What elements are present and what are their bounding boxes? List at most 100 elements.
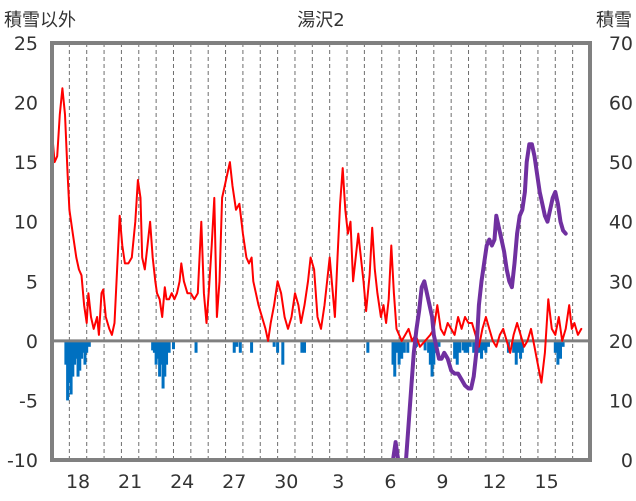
x-tick-label: 24 xyxy=(170,471,194,493)
precip-bar xyxy=(432,340,436,365)
precip-bar xyxy=(272,340,276,347)
precip-bar xyxy=(300,340,304,353)
right-tick-label: 50 xyxy=(609,152,633,174)
precip-bar xyxy=(466,340,470,353)
precip-bar xyxy=(458,340,462,353)
precip-bar xyxy=(402,340,406,353)
precip-bar xyxy=(486,340,490,347)
precip-bar xyxy=(437,340,441,347)
precip-bar xyxy=(81,340,85,353)
precip-bar xyxy=(151,340,155,351)
precip-bar xyxy=(453,340,457,359)
precip-bar xyxy=(238,340,242,353)
precip-series xyxy=(64,340,565,401)
precip-bar xyxy=(480,340,484,359)
left-tick-label: 0 xyxy=(26,331,38,353)
precip-bar xyxy=(74,340,78,359)
right-axis-ticks: 70 60 50 40 30 20 10 0 xyxy=(609,33,633,472)
temperature-line xyxy=(51,87,583,384)
precip-bar xyxy=(366,340,370,353)
precip-bar xyxy=(152,340,156,353)
x-tick-label: 15 xyxy=(535,471,559,493)
precip-bar xyxy=(171,340,175,350)
right-tick-label: 0 xyxy=(621,450,633,472)
precip-bar xyxy=(461,340,465,351)
precip-bar xyxy=(165,340,169,365)
precip-bar xyxy=(73,340,77,365)
precip-bar xyxy=(161,340,165,389)
precip-bar xyxy=(394,340,398,353)
right-axis-label: 積雪 xyxy=(596,10,632,31)
left-tick-label: 10 xyxy=(14,212,38,234)
precip-bar xyxy=(250,340,254,353)
precip-bar xyxy=(512,340,516,353)
right-tick-label: 40 xyxy=(609,212,633,234)
precip-bar xyxy=(556,340,560,365)
x-tick-label: 21 xyxy=(118,471,142,493)
right-tick-label: 20 xyxy=(609,331,633,353)
left-tick-label: 15 xyxy=(14,152,38,174)
precip-bar xyxy=(423,340,427,351)
precip-bar xyxy=(80,340,84,359)
x-tick-label: 6 xyxy=(384,471,396,493)
x-tick-label: 18 xyxy=(66,471,90,493)
line-series xyxy=(50,87,583,462)
precip-bar xyxy=(406,340,410,353)
precip-bar xyxy=(427,340,431,353)
precip-bar xyxy=(66,340,70,401)
precip-bar xyxy=(463,340,467,353)
precip-bar xyxy=(400,340,404,359)
precip-bar xyxy=(397,340,401,365)
precip-bar xyxy=(159,340,163,365)
chart-title: 湯沢2 xyxy=(297,10,344,31)
precip-bar xyxy=(482,340,486,351)
precip-bar xyxy=(85,340,89,353)
precip-bar xyxy=(303,340,307,353)
precip-bar xyxy=(517,340,521,353)
precip-bar xyxy=(561,340,565,347)
precip-bar xyxy=(553,340,557,353)
precip-bar xyxy=(163,340,167,377)
snow_depth-line xyxy=(50,142,568,462)
precip-bar xyxy=(519,340,523,359)
precip-bar xyxy=(281,340,285,365)
left-tick-label: 5 xyxy=(26,271,38,293)
right-tick-label: 60 xyxy=(609,93,633,115)
precip-bar xyxy=(514,340,518,365)
x-tick-label: 12 xyxy=(482,471,506,493)
left-axis-ticks: 25 20 15 10 5 0 -5 -10 xyxy=(7,33,38,472)
left-tick-label: 20 xyxy=(14,93,38,115)
precip-bar xyxy=(156,340,160,359)
precip-bar xyxy=(558,340,562,359)
right-tick-label: 70 xyxy=(609,33,633,55)
x-axis-ticks: 18 21 24 27 30 3 6 9 12 15 xyxy=(66,471,559,493)
precip-bar xyxy=(520,340,524,353)
right-tick-label: 30 xyxy=(609,271,633,293)
precip-bar xyxy=(71,340,75,377)
left-tick-label: -5 xyxy=(19,390,38,412)
x-tick-label: 27 xyxy=(222,471,246,493)
precip-bar xyxy=(430,340,434,377)
precip-bar xyxy=(235,340,239,347)
precip-bar xyxy=(391,340,395,365)
left-axis-label: 積雪以外 xyxy=(4,10,76,31)
precip-bar xyxy=(167,340,171,353)
precip-bar xyxy=(232,340,236,353)
precip-bar xyxy=(87,340,91,347)
left-tick-label: -10 xyxy=(7,450,38,472)
precip-bar xyxy=(78,340,82,371)
precip-bar xyxy=(154,340,158,365)
vertical-grid-lines xyxy=(68,43,574,460)
plot-frame xyxy=(50,41,592,462)
precip-bar xyxy=(158,340,162,377)
right-tick-label: 10 xyxy=(609,390,633,412)
precip-bar xyxy=(455,340,459,365)
x-tick-label: 3 xyxy=(332,471,344,493)
x-tick-label: 30 xyxy=(274,471,298,493)
precip-bar xyxy=(472,340,476,353)
precip-bar xyxy=(428,340,432,365)
precip-bar xyxy=(67,340,71,383)
precip-bar xyxy=(484,340,488,353)
precip-bar xyxy=(69,340,73,395)
